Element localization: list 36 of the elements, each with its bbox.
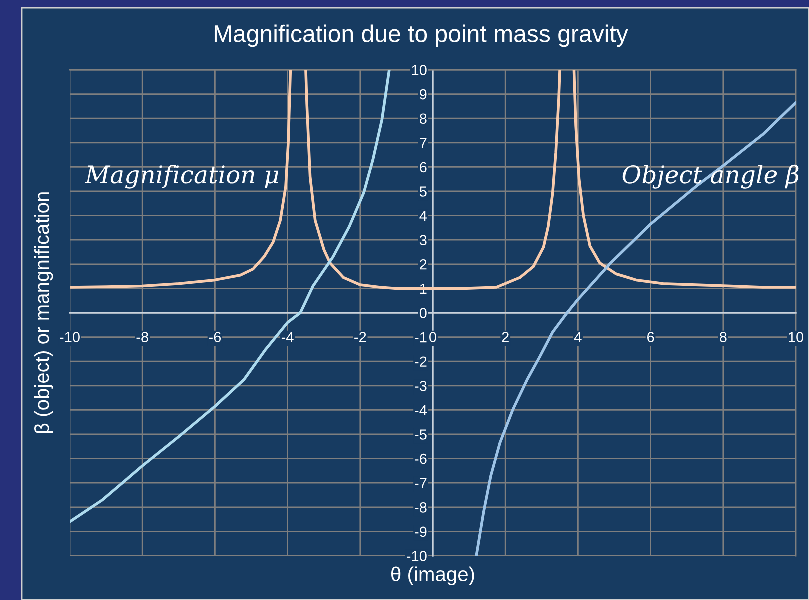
y-tick-label: -5 — [415, 430, 427, 440]
y-tick-label: 4 — [420, 211, 428, 222]
series-label: Magnification μ — [84, 164, 279, 189]
y-tick-label: -6 — [415, 454, 427, 464]
y-tick-label: -9 — [415, 526, 427, 538]
y-tick-label: -1 — [415, 332, 427, 343]
y-tick-label: -8 — [415, 502, 427, 513]
y-tick-label: 3 — [420, 235, 427, 246]
y-tick-label: 9 — [420, 89, 427, 100]
y-tick-label: 6 — [420, 162, 427, 173]
y-axis-title: β (object) or mangnification — [34, 192, 54, 434]
x-tick-label: -2 — [354, 332, 366, 342]
x-tick-label: -8 — [136, 332, 148, 342]
y-tick-label: -3 — [415, 381, 427, 392]
y-tick-label: -7 — [415, 478, 427, 488]
y-tick-label: 8 — [420, 114, 427, 124]
x-tick-label: 10 — [789, 332, 804, 342]
x-axis-title: θ (image) — [392, 566, 474, 586]
x-tick-label: 4 — [574, 332, 582, 342]
y-tick-label: 7 — [420, 138, 427, 148]
x-tick-label: 6 — [647, 332, 654, 342]
y-tick-label: 5 — [420, 186, 427, 197]
x-tick-label: -10 — [60, 332, 80, 342]
series-label: Object angle β — [622, 164, 799, 189]
y-tick-label: -10 — [407, 551, 427, 562]
y-tick-label: -2 — [415, 356, 427, 367]
x-tick-label: 8 — [720, 332, 727, 342]
y-tick-label: 10 — [412, 65, 427, 76]
x-tick-label: 0 — [430, 332, 436, 342]
chart-title: Magnification due to point mass gravity — [214, 24, 628, 48]
y-tick-label: 2 — [420, 260, 427, 270]
x-tick-label: -4 — [282, 332, 294, 342]
y-tick-label: 0 — [420, 308, 427, 318]
y-tick-label: -4 — [415, 405, 428, 416]
x-tick-label: 2 — [502, 332, 509, 342]
x-tick-label: -6 — [209, 332, 222, 342]
